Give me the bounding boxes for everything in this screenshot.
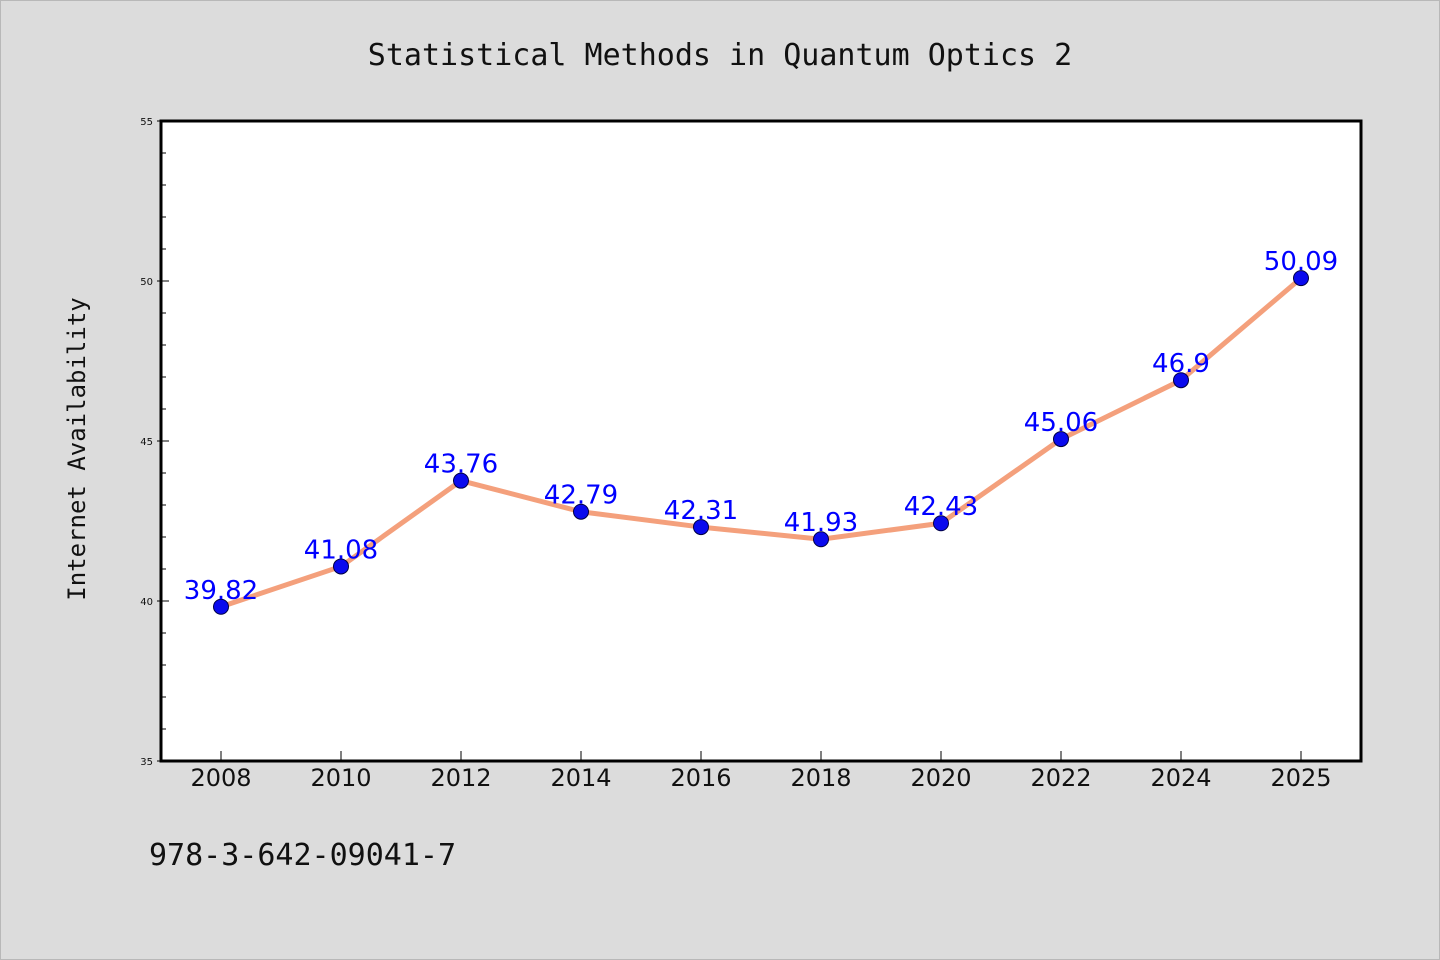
data-label: 42.43 bbox=[904, 492, 978, 522]
chart-title: Statistical Methods in Quantum Optics 2 bbox=[368, 38, 1072, 73]
y-tick-label: 50 bbox=[140, 277, 153, 288]
data-label: 39.82 bbox=[184, 576, 258, 606]
x-axis: 2008 2010 2012 2014 2016 2018 2020 2022 2024 2025 bbox=[190, 751, 1332, 792]
data-label: 50.09 bbox=[1264, 247, 1338, 277]
plot-area bbox=[159, 119, 1363, 763]
y-tick-label: 45 bbox=[140, 437, 153, 448]
data-label: 42.79 bbox=[544, 481, 618, 511]
x-tick-label: 2012 bbox=[430, 764, 491, 792]
y-tick-label: 55 bbox=[140, 117, 153, 128]
x-tick-label: 2022 bbox=[1030, 764, 1091, 792]
x-tick-label: 2010 bbox=[310, 764, 371, 792]
data-label: 45.06 bbox=[1024, 408, 1098, 438]
data-label: 41.08 bbox=[304, 535, 378, 565]
data-label: 43.76 bbox=[424, 450, 498, 480]
y-tick-label: 35 bbox=[140, 757, 153, 768]
x-tick-label: 2025 bbox=[1270, 764, 1331, 792]
x-tick-label: 2016 bbox=[670, 764, 731, 792]
data-point bbox=[453, 472, 469, 489]
series-line bbox=[218, 275, 1304, 610]
data-point bbox=[1293, 270, 1309, 287]
data-point bbox=[1053, 431, 1069, 448]
x-tick-label: 2014 bbox=[550, 764, 611, 792]
y-axis: 35 40 45 50 55 bbox=[140, 117, 169, 768]
x-tick-label: 2018 bbox=[790, 764, 851, 792]
data-point bbox=[213, 598, 229, 615]
data-label: 42.31 bbox=[664, 496, 738, 526]
data-label: 41.93 bbox=[784, 508, 858, 538]
data-point bbox=[813, 531, 829, 548]
x-tick-label: 2024 bbox=[1150, 764, 1211, 792]
data-labels-group: 39.82 41.08 43.76 42.79 42.31 41.93 42.43 45.06… bbox=[184, 247, 1338, 606]
data-point bbox=[573, 503, 589, 520]
footer-isbn: 978-3-642-09041-7 bbox=[149, 838, 456, 873]
y-axis-label: Internet Availability bbox=[63, 297, 91, 600]
x-tick-label: 2008 bbox=[190, 764, 251, 792]
data-point bbox=[333, 558, 349, 575]
data-point bbox=[1173, 372, 1189, 389]
data-point bbox=[933, 515, 949, 532]
x-tick-label: 2020 bbox=[910, 764, 971, 792]
y-tick-label: 40 bbox=[140, 597, 153, 608]
series-line-group bbox=[213, 270, 1309, 615]
data-label: 46.9 bbox=[1152, 349, 1210, 379]
data-point bbox=[693, 519, 709, 536]
